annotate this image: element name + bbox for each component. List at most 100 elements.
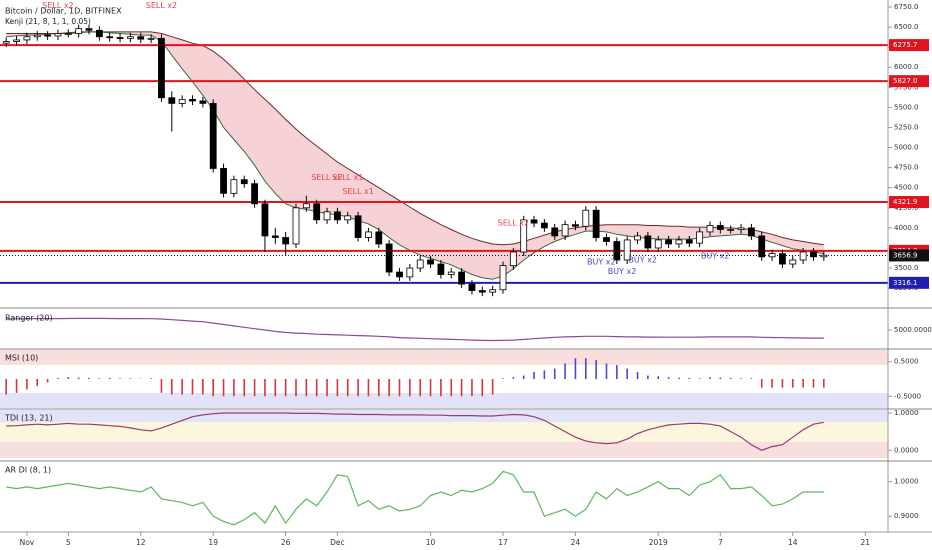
candle-body: [168, 97, 176, 104]
candle-body: [685, 239, 693, 244]
histogram-bar: [202, 379, 204, 395]
histogram-bar: [129, 378, 132, 379]
x-tick-label: 12: [136, 538, 146, 547]
x-tick-label: 26: [281, 538, 291, 547]
candle-body: [282, 237, 290, 245]
histogram-bar: [543, 370, 546, 379]
candle-body: [106, 36, 114, 39]
x-tick-label: 17: [498, 538, 508, 547]
indicator-title: AR DI (8, 1): [5, 466, 51, 475]
histogram-bar: [698, 378, 701, 379]
histogram-bar: [740, 378, 742, 379]
x-tick-label: 2019: [649, 538, 668, 547]
histogram-bar: [15, 379, 18, 393]
candle-body: [178, 98, 186, 104]
candle-body: [230, 179, 238, 194]
histogram-bar: [626, 368, 628, 379]
y-tick-label: 3500.0: [894, 264, 919, 272]
candle-body: [603, 237, 610, 242]
histogram-bar: [781, 379, 784, 388]
histogram-bar: [760, 379, 763, 388]
candle-body: [468, 283, 476, 291]
candle-body: [458, 271, 465, 285]
histogram-bar: [336, 379, 339, 397]
histogram-bar: [108, 377, 111, 379]
candle-body: [147, 37, 155, 40]
histogram-bar: [595, 360, 597, 379]
histogram-bar: [491, 379, 494, 395]
candle-body: [333, 211, 341, 221]
candle-body: [592, 209, 600, 238]
histogram-bar: [77, 377, 80, 379]
y-tick-label: 6000.0: [894, 63, 919, 71]
candle-body: [665, 239, 672, 245]
candle-body: [199, 100, 207, 104]
histogram-bar: [398, 379, 401, 397]
msi-lower-zone: [0, 393, 888, 408]
histogram-bar: [791, 379, 794, 388]
signal-label: SELL x1: [332, 173, 363, 182]
candle-body: [540, 222, 548, 229]
histogram-bar: [388, 379, 390, 397]
histogram-bar: [305, 379, 308, 397]
histogram-bar: [802, 379, 804, 388]
histogram-bar: [357, 379, 359, 397]
signal-label: BUY x2: [608, 267, 637, 276]
histogram-bar: [253, 379, 256, 397]
candle-body: [810, 251, 817, 258]
candle-body: [116, 37, 124, 39]
y-tick-label: 0.0000: [894, 446, 919, 454]
y-tick-label: 4500.0: [894, 184, 919, 192]
histogram-bar: [222, 379, 225, 397]
histogram-bar: [377, 379, 380, 397]
histogram-bar: [812, 379, 815, 388]
signal-label: SELL x2: [311, 173, 342, 182]
histogram-bar: [574, 358, 577, 379]
histogram-bar: [346, 379, 349, 397]
histogram-bar: [119, 378, 121, 379]
histogram-bar: [481, 379, 484, 397]
candle-body: [634, 235, 641, 241]
candle-body: [302, 203, 310, 209]
histogram-bar: [181, 379, 183, 395]
histogram-bar: [284, 379, 287, 397]
indicator-line: [6, 317, 824, 342]
candle-body: [323, 211, 331, 221]
candle-body: [127, 36, 134, 39]
histogram-bar: [150, 378, 152, 379]
msi-upper-zone: [0, 350, 888, 365]
candle-body: [758, 235, 766, 258]
candle-body: [447, 271, 455, 275]
candle-body: [478, 290, 486, 293]
candle-body: [261, 203, 269, 237]
indicator-title: TDI (13, 21): [4, 414, 53, 423]
candle-body: [75, 28, 83, 34]
candle-body: [385, 243, 393, 273]
kenji-line: [6, 31, 824, 280]
candle-body: [292, 207, 300, 245]
signal-label: SELL x2: [146, 1, 177, 10]
candle-body: [489, 289, 497, 293]
candle-body: [365, 231, 372, 238]
candle-body: [189, 98, 196, 102]
candle-body: [509, 251, 517, 267]
y-tick-label: 5750.0: [894, 83, 919, 91]
price-label: 6275.7: [893, 41, 918, 49]
kenji-line: [6, 31, 824, 246]
candle-body: [696, 231, 704, 244]
histogram-bar: [584, 358, 587, 379]
histogram-bar: [419, 379, 421, 397]
histogram-bar: [264, 379, 266, 397]
chart-title: Bitcoin / Dollar, 1D, BITFINEX: [5, 7, 122, 16]
x-tick-label: Dec: [330, 538, 345, 547]
candle-body: [95, 29, 103, 38]
histogram-bar: [605, 363, 608, 379]
candle-body: [344, 215, 352, 221]
candle-body: [768, 253, 776, 258]
candle-body: [220, 168, 227, 194]
y-tick-label: 4750.0: [894, 164, 919, 172]
candle-body: [613, 241, 621, 261]
